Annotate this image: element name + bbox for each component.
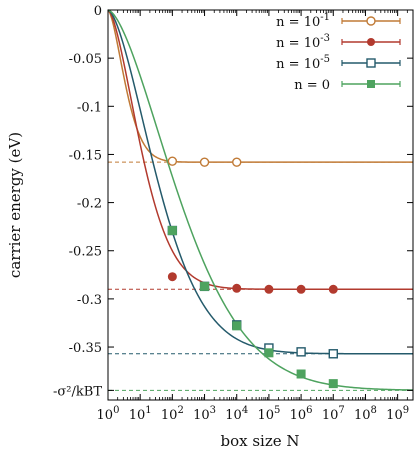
fit-curve (107, 9, 413, 291)
x-tick-label: 103 (193, 405, 216, 423)
y-axis-label: carrier energy (eV) (6, 132, 24, 278)
fit-curve (107, 9, 413, 163)
y-tick-label: -0.35 (69, 341, 102, 356)
data-point (167, 272, 177, 282)
y-tick-label: -0.3 (77, 293, 102, 308)
y-tick-label: -0.2 (77, 197, 102, 212)
y-tick-label: -0.25 (69, 245, 102, 260)
fit-curves (107, 9, 414, 391)
data-point (264, 284, 274, 294)
legend-entry: n = 10-5 (276, 54, 401, 72)
data-point (328, 284, 338, 294)
x-tick-label: 107 (322, 405, 345, 423)
legend-label: n = 10-1 (276, 12, 330, 30)
legend-marker (367, 80, 375, 88)
fit-curve (107, 9, 414, 391)
fit-curve (107, 9, 413, 355)
plot-frame (107, 9, 414, 401)
y-tick-label: -0.15 (69, 148, 102, 163)
data-point (296, 284, 306, 294)
legend: n = 10-1 n = 10-3 n = 10-5 n = 0 (276, 12, 401, 93)
legend-marker (366, 16, 376, 26)
x-tick-label: 108 (354, 405, 377, 423)
legend-marker (367, 38, 375, 46)
x-tick-label: 106 (290, 405, 313, 423)
legend-label: n = 10-3 (276, 33, 330, 51)
legend-entry: n = 0 (294, 78, 401, 93)
data-point (264, 348, 274, 358)
legend-marker (366, 58, 376, 68)
data-point (328, 379, 338, 389)
y-tick-label: 0 (94, 4, 102, 19)
data-point (167, 156, 178, 166)
legend-label: n = 0 (294, 78, 330, 93)
y-axis-ticks: 0 -0.05 -0.1 -0.15 -0.2 -0.25 -0.3 -0.35 -σ²/kBT (53, 4, 413, 399)
x-tick-label: 100 (97, 405, 120, 423)
x-tick-label: 102 (161, 405, 184, 423)
y-tick-label: -0.05 (69, 52, 102, 67)
x-axis-label: box size N (220, 432, 299, 450)
data-point (167, 226, 177, 236)
data-point (232, 157, 242, 167)
data-point (232, 283, 242, 293)
data-point (296, 347, 306, 357)
y-tick-label: -0.1 (77, 100, 102, 115)
legend-entry: n = 10-1 (276, 12, 401, 30)
data-point (328, 349, 338, 359)
data-points (167, 156, 338, 389)
x-tick-label: 101 (129, 405, 152, 423)
legend-entry: n = 10-3 (276, 33, 401, 51)
data-point (296, 369, 306, 379)
data-point (199, 157, 210, 167)
y-tick-label: -σ²/kBT (53, 384, 102, 399)
x-tick-label: 104 (225, 405, 248, 423)
legend-label: n = 10-5 (276, 54, 330, 72)
x-tick-label: 105 (257, 405, 280, 423)
x-tick-label: 109 (386, 405, 409, 423)
data-point (232, 321, 242, 331)
data-point (200, 281, 210, 291)
x-axis-ticks: 100 101 102 103 104 105 106 107 108 109 (97, 10, 414, 423)
